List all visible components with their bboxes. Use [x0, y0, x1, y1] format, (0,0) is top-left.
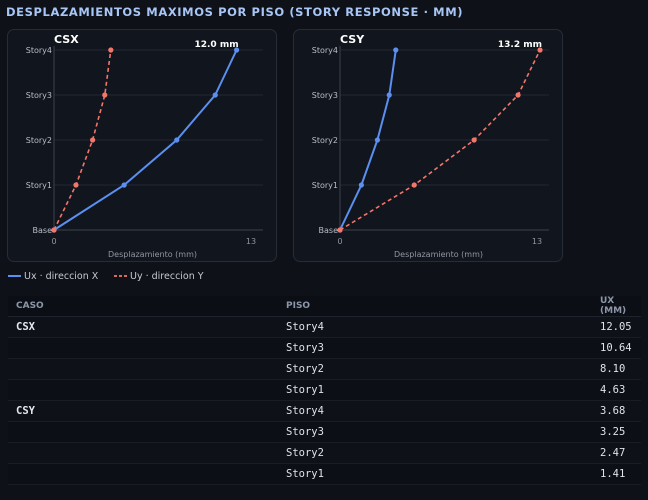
chart-svg-csx: Base Story1 Story2 Story3 Story4 0 13 Desplazam… [26, 40, 263, 259]
cell-ux: 4.63 [592, 379, 641, 401]
y-tick-label: Story3 [26, 91, 52, 100]
y-tick-label: Base [319, 226, 339, 235]
y-tick-label: Story4 [26, 46, 52, 55]
cell-piso: Story2 [278, 358, 592, 380]
column-header-piso: PISO [278, 296, 592, 317]
chart-title: CSY [340, 33, 365, 46]
cell-ux: 10.64 [592, 337, 641, 359]
data-point [337, 227, 343, 233]
cell-caso [8, 358, 278, 380]
y-tick-label: Story1 [26, 181, 52, 190]
max-value-label: 13.2 mm [498, 40, 542, 50]
cell-ux: 3.68 [592, 400, 641, 422]
cell-piso: Story2 [278, 442, 592, 464]
data-point [90, 137, 96, 143]
cell-ux: 2.47 [592, 442, 641, 464]
y-tick-label: Base [33, 226, 53, 235]
max-value-label: 12.0 mm [194, 40, 238, 50]
table-row: Story1 4.63 [8, 379, 641, 401]
cell-caso [8, 379, 278, 401]
x-tick-label: 13 [246, 237, 256, 246]
x-tick-label: 0 [337, 237, 342, 246]
column-header-caso: CASO [8, 296, 278, 317]
legend-swatch-solid [8, 275, 21, 277]
table-row: Story3 10.64 [8, 337, 641, 359]
chart-title: CSX [54, 33, 79, 46]
cell-piso: Story3 [278, 421, 592, 443]
data-point [386, 92, 392, 98]
column-header-ux: UX (MM) [592, 296, 641, 317]
data-point [537, 47, 543, 53]
y-tick-label: Story4 [312, 46, 338, 55]
table-row: CSX Story4 12.05 [8, 316, 641, 338]
table-row: Story1 1.41 [8, 463, 641, 485]
data-point [73, 182, 79, 188]
data-point [174, 137, 180, 143]
cell-caso [8, 337, 278, 359]
legend-label: Ux · direccion X [24, 271, 99, 282]
cell-ux: 8.10 [592, 358, 641, 380]
data-point [358, 182, 364, 188]
cell-caso [8, 442, 278, 464]
cell-piso: Story4 [278, 400, 592, 422]
x-tick-label: 0 [51, 237, 56, 246]
legend-swatch-dashed [114, 275, 127, 277]
table-row: Story2 2.47 [8, 442, 641, 464]
data-point [393, 47, 399, 53]
cell-ux: 3.25 [592, 421, 641, 443]
chart-panel-csx: Base Story1 Story2 Story3 Story4 0 13 Desplazam… [7, 29, 277, 262]
cell-piso: Story3 [278, 337, 592, 359]
chart-panel-csy: Base Story1 Story2 Story3 Story4 0 13 Desplazam… [293, 29, 563, 262]
page-title: DESPLAZAMIENTOS MAXIMOS POR PISO (STORY … [6, 5, 464, 19]
data-point [471, 137, 477, 143]
table-row: Story2 8.10 [8, 358, 641, 380]
data-point [234, 47, 240, 53]
y-tick-label: Story3 [312, 91, 338, 100]
cell-piso: Story1 [278, 379, 592, 401]
cell-caso [8, 421, 278, 443]
table-header-row: CASO PISO UX (MM) [8, 296, 641, 317]
cell-caso [8, 463, 278, 485]
y-tick-label: Story1 [312, 181, 338, 190]
table-row: CSY Story4 3.68 [8, 400, 641, 422]
chart-svg-csy: Base Story1 Story2 Story3 Story4 0 13 Desplazam… [312, 40, 549, 259]
data-point [212, 92, 218, 98]
x-axis-label: Desplazamiento (mm) [108, 250, 197, 259]
cell-caso: CSX [8, 316, 278, 338]
data-point [374, 137, 381, 143]
x-tick-label: 13 [532, 237, 542, 246]
results-table: CASO PISO UX (MM) CSX Story4 12.05 Story… [8, 296, 641, 485]
data-point [515, 92, 521, 98]
data-point [51, 227, 57, 233]
x-axis-label: Desplazamiento (mm) [394, 250, 483, 259]
data-point [108, 47, 114, 53]
cell-caso: CSY [8, 400, 278, 422]
table-row: Story3 3.25 [8, 421, 641, 443]
cell-piso: Story4 [278, 316, 592, 338]
y-tick-label: Story2 [26, 136, 52, 145]
cell-ux: 12.05 [592, 316, 641, 338]
data-point [411, 182, 417, 188]
y-tick-label: Story2 [312, 136, 338, 145]
data-point [121, 182, 127, 188]
legend-label: Uy · direccion Y [130, 271, 204, 282]
data-point [102, 92, 108, 98]
cell-ux: 1.41 [592, 463, 641, 485]
cell-piso: Story1 [278, 463, 592, 485]
